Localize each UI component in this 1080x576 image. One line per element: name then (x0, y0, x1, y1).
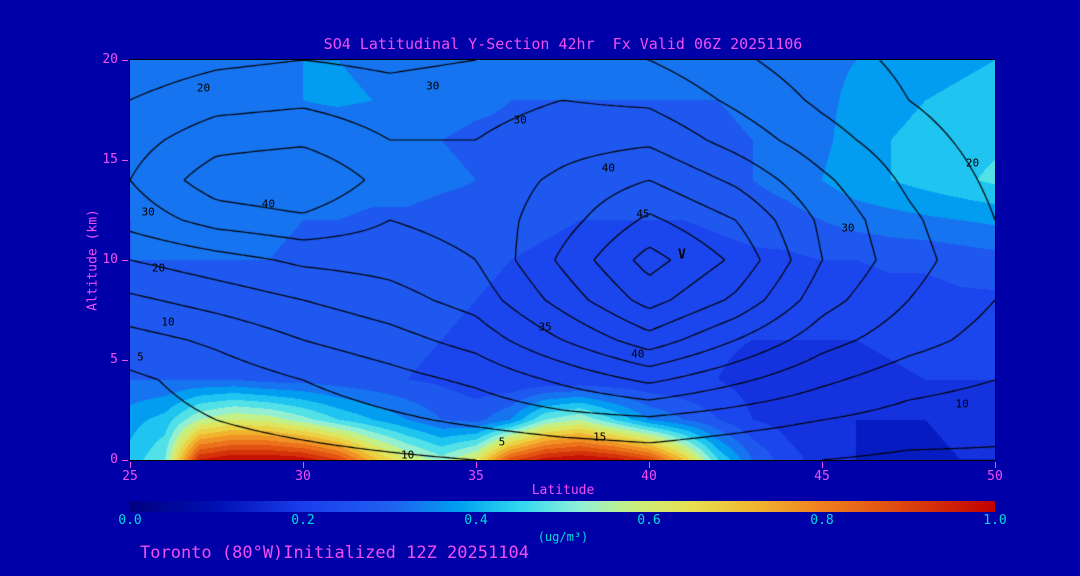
contour-line-label: 30 (841, 221, 855, 235)
x-axis-label: Latitude (531, 483, 595, 498)
contour-line-label: 10 (401, 448, 415, 462)
contour-line-label: 5 (498, 435, 506, 449)
contour-line-label: 5 (137, 350, 144, 364)
y-tick-mark (122, 159, 128, 161)
x-tick-label: 30 (295, 469, 311, 484)
x-tick-label: 35 (468, 469, 484, 484)
x-tick-mark (821, 462, 823, 468)
contour-line-label: 35 (538, 320, 552, 334)
x-tick-label: 45 (814, 469, 830, 484)
contour-line-label: 15 (593, 430, 607, 444)
x-tick-mark (302, 462, 304, 468)
contour-line-label: 20 (965, 156, 980, 170)
contour-line-label: 45 (636, 207, 650, 221)
chart-title: SO4 Latitudinal Y-Section 42hr Fx Valid … (323, 35, 803, 53)
y-tick-label: 5 (110, 352, 118, 367)
y-tick-mark (122, 359, 128, 361)
x-tick-mark (648, 462, 650, 468)
contour-line-label: 40 (601, 161, 615, 175)
colorbar-tick-label: 1.0 (983, 513, 1007, 528)
contour-line-label: 40 (631, 347, 645, 361)
colorbar-tick-label: 0.4 (464, 513, 488, 528)
x-tick-label: 50 (987, 469, 1003, 484)
colorbar-units: (ug/m³) (537, 530, 589, 544)
y-tick-label: 15 (102, 152, 118, 167)
contour-line-label: 10 (161, 315, 175, 329)
contour-line-label: 30 (141, 205, 155, 219)
x-tick-mark (129, 462, 131, 468)
y-tick-label: 10 (102, 252, 118, 267)
contour-line-label: 20 (196, 81, 211, 95)
colorbar-canvas (130, 501, 995, 512)
y-tick-label: 20 (102, 52, 118, 67)
contour-line-label: 30 (513, 113, 527, 127)
colorbar-tick-label: 0.0 (118, 513, 142, 528)
contour-line-label: 40 (261, 197, 276, 211)
x-tick-label: 25 (122, 469, 138, 484)
x-tick-mark (994, 462, 996, 468)
max-marker: V (677, 247, 686, 263)
x-tick-mark (475, 462, 477, 468)
x-tick-label: 40 (641, 469, 657, 484)
colorbar-tick-label: 0.2 (291, 513, 315, 528)
footer-text: Toronto (80°W)Initialized 12Z 20251104 (140, 543, 529, 563)
y-tick-mark (122, 59, 128, 61)
contour-labels-layer: 20 30 30 40 45 40 30 20 10 5 35 40 20 30 10 10 15 5 V (130, 60, 995, 462)
y-tick-label: 0 (110, 452, 118, 467)
colorbar-tick-label: 0.6 (637, 513, 661, 528)
y-tick-mark (122, 259, 128, 261)
contour-line-label: 20 (151, 261, 166, 275)
y-axis-label: Altitude (km) (85, 209, 101, 311)
contour-field-canvas (130, 60, 995, 460)
contour-line-label: 30 (426, 79, 440, 93)
plot-area: 20 30 30 40 45 40 30 20 10 5 35 40 20 30 10 10 15 5 V (129, 59, 996, 461)
colorbar-tick-label: 0.8 (810, 513, 834, 528)
contour-line-label: 10 (955, 397, 969, 411)
y-tick-mark (122, 459, 128, 461)
